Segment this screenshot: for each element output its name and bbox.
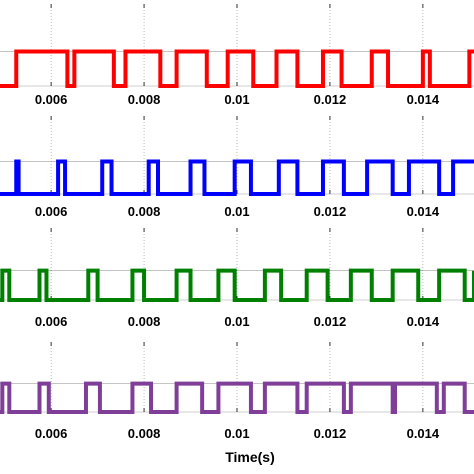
- series-3-waveform: [0, 268, 474, 302]
- panel-3-tick-label-0: 0.006: [35, 314, 68, 329]
- series-2-waveform: [0, 159, 474, 196]
- x-axis-label: Time(s): [225, 449, 275, 465]
- panel-1-tick-label-3: 0.012: [314, 92, 347, 107]
- panel-4-tick-label-1: 0.008: [128, 426, 161, 441]
- panel-3: 0.006 0.008 0.01 0.012 0.014: [0, 228, 474, 329]
- panel-1: 0.006 0.008 0.01 0.012 0.014: [0, 4, 474, 107]
- panel-2-tick-label-3: 0.012: [314, 204, 347, 219]
- panel-4-tick-label-4: 0.014: [407, 426, 440, 441]
- panel-4-tick-label-2: 0.01: [224, 426, 249, 441]
- panel-2-tick-label-4: 0.014: [407, 204, 440, 219]
- panel-4-tick-label-0: 0.006: [35, 426, 68, 441]
- panel-4: 0.006 0.008 0.01 0.012 0.014: [0, 342, 474, 441]
- panel-4-tick-label-3: 0.012: [314, 426, 347, 441]
- panel-3-tick-label-3: 0.012: [314, 314, 347, 329]
- panel-2: 0.006 0.008 0.01 0.012 0.014: [0, 116, 474, 219]
- panel-3-tick-label-1: 0.008: [128, 314, 161, 329]
- panel-2-tick-label-2: 0.01: [224, 204, 249, 219]
- panel-1-tick-label-1: 0.008: [128, 92, 161, 107]
- panel-2-tick-label-0: 0.006: [35, 204, 68, 219]
- panel-1-tick-label-2: 0.01: [224, 92, 249, 107]
- series-4-waveform: [0, 381, 474, 414]
- panel-3-tick-label-4: 0.014: [407, 314, 440, 329]
- panel-1-tick-label-4: 0.014: [407, 92, 440, 107]
- panel-1-tick-label-0: 0.006: [35, 92, 68, 107]
- panel-3-tick-label-2: 0.01: [224, 314, 249, 329]
- panel-2-tick-label-1: 0.008: [128, 204, 161, 219]
- series-1-waveform: [0, 49, 474, 88]
